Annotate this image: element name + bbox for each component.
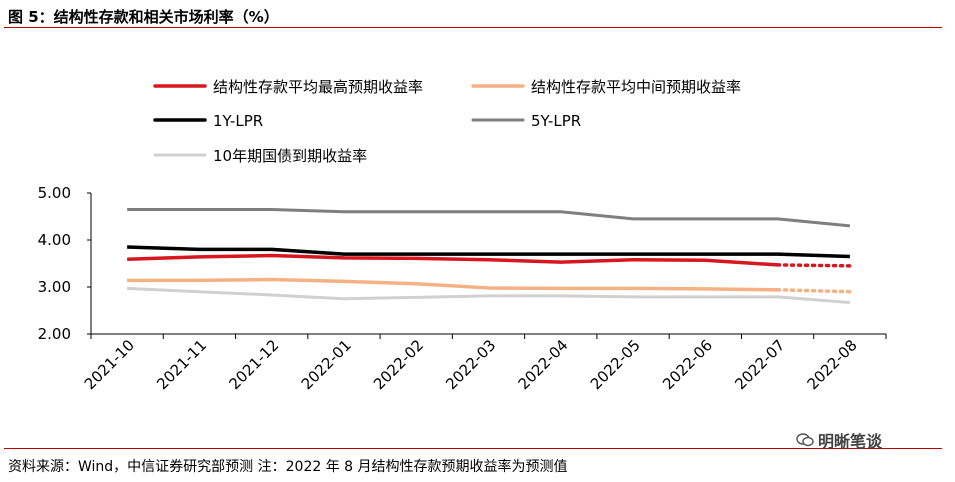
bottom-rule bbox=[4, 448, 942, 449]
series-forecast-0 bbox=[775, 263, 852, 268]
series-line-4 bbox=[127, 286, 850, 305]
series-line-3 bbox=[127, 207, 851, 228]
watermark: 明晰笔谈 bbox=[796, 428, 882, 452]
wechat-icon bbox=[796, 433, 814, 447]
x-tick-label: 2022-06 bbox=[659, 336, 716, 393]
x-tick-label: 2022-04 bbox=[515, 336, 572, 393]
series-line-2 bbox=[127, 245, 850, 259]
top-rule bbox=[4, 27, 942, 28]
x-tick-label: 2022-05 bbox=[587, 336, 644, 393]
figure-title: 图 5：结构性存款和相关市场利率（%） bbox=[8, 8, 279, 26]
x-tick-label: 2022-08 bbox=[804, 336, 861, 393]
line-chart: 5.00 4.00 3.00 2.00 2021-10 2021-11 2021-12 202… bbox=[38, 78, 887, 393]
y-tick-label: 2.00 bbox=[38, 325, 71, 343]
legend-label-2: 1Y-LPR bbox=[213, 112, 263, 130]
x-tick-label: 2021-12 bbox=[225, 336, 282, 393]
series-line-1 bbox=[127, 277, 778, 292]
series-line-0 bbox=[127, 253, 778, 267]
legend-label-1: 结构性存款平均中间预期收益率 bbox=[531, 78, 741, 96]
legend-label-4: 10年期国债到期收益率 bbox=[213, 147, 367, 165]
source-note: 资料来源：Wind，中信证券研究部预测 注：2022 年 8 月结构性存款预期收… bbox=[8, 459, 568, 475]
series-forecast-1 bbox=[775, 288, 852, 294]
x-tick-label: 2022-07 bbox=[731, 336, 788, 393]
legend-label-0: 结构性存款平均最高预期收益率 bbox=[213, 78, 423, 96]
x-tick-label: 2022-02 bbox=[370, 336, 427, 393]
y-tick-label: 5.00 bbox=[38, 184, 71, 202]
x-tick-label: 2022-03 bbox=[442, 336, 499, 393]
x-tick-label: 2022-01 bbox=[298, 336, 355, 393]
y-tick-label: 4.00 bbox=[38, 231, 71, 249]
watermark-text: 明晰笔谈 bbox=[818, 432, 883, 451]
legend-label-3: 5Y-LPR bbox=[531, 112, 581, 130]
x-tick-label: 2021-11 bbox=[153, 336, 210, 393]
y-tick-label: 3.00 bbox=[38, 278, 71, 296]
x-tick-label: 2021-10 bbox=[81, 336, 138, 393]
